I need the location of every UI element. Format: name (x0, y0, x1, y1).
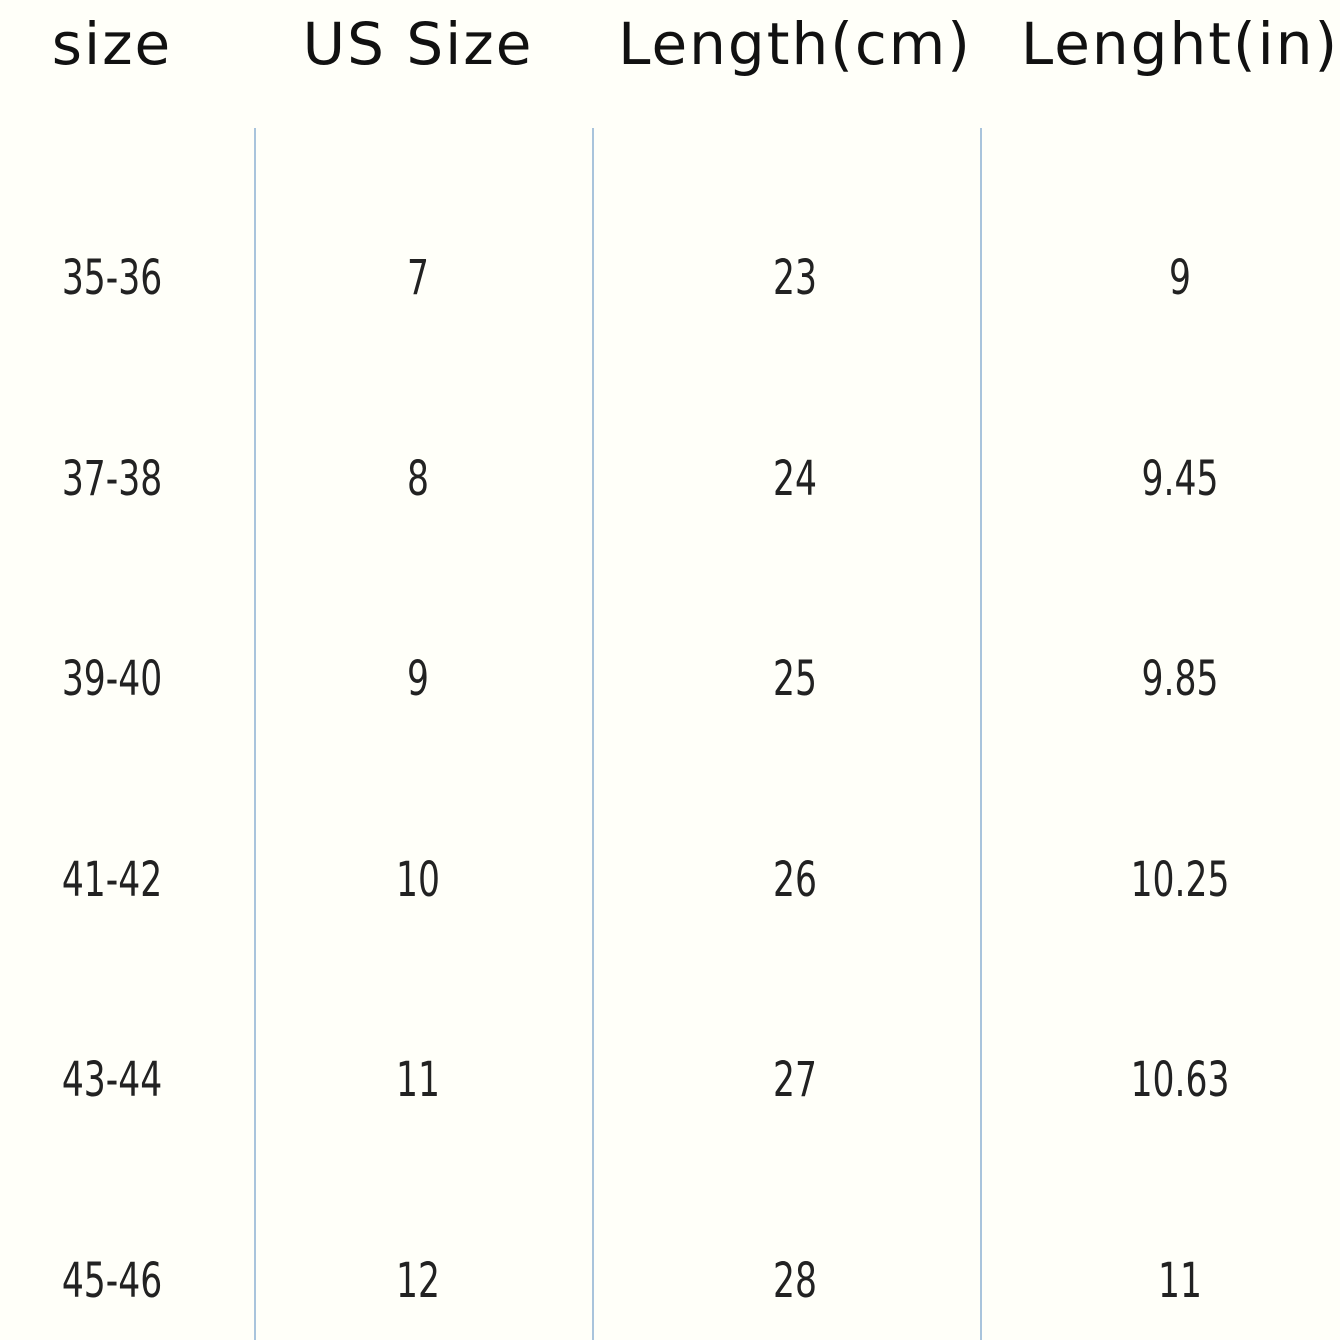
table-cell: 41-42 (61, 851, 163, 908)
table-cell: 27 (773, 1052, 817, 1108)
table-cell: 9 (1169, 250, 1191, 306)
table-cell: 45-46 (61, 1252, 163, 1309)
table-cell: 9.45 (1141, 450, 1219, 507)
column-divider (254, 128, 256, 1340)
table-cell: 35-36 (61, 250, 163, 306)
table-cell: 25 (773, 651, 817, 707)
table-cell: 9.85 (1141, 651, 1219, 707)
table-cell: 28 (773, 1252, 817, 1309)
table-cell: 9 (407, 651, 429, 707)
table-cell: 39-40 (61, 651, 163, 707)
table-cell: 10 (396, 851, 440, 908)
table-cell: 10.63 (1130, 1052, 1230, 1108)
table-cell: 24 (773, 450, 817, 507)
column-header: Lenght(in) (1020, 10, 1340, 78)
table-cell: 23 (773, 250, 817, 306)
column-divider (592, 128, 594, 1340)
column-divider (980, 128, 982, 1340)
table-cell: 12 (396, 1252, 440, 1309)
table-cell: 10.25 (1130, 851, 1230, 908)
table-cell: 7 (407, 250, 429, 306)
column-header: US Size (302, 10, 534, 78)
table-cell: 37-38 (61, 450, 163, 507)
table-cell: 26 (773, 851, 817, 908)
column-header: size (51, 10, 173, 78)
column-header: Length(cm) (618, 10, 972, 78)
table-cell: 8 (407, 450, 429, 507)
table-cell: 11 (1158, 1252, 1202, 1309)
table-cell: 43-44 (61, 1052, 163, 1108)
table-cell: 11 (396, 1052, 440, 1108)
